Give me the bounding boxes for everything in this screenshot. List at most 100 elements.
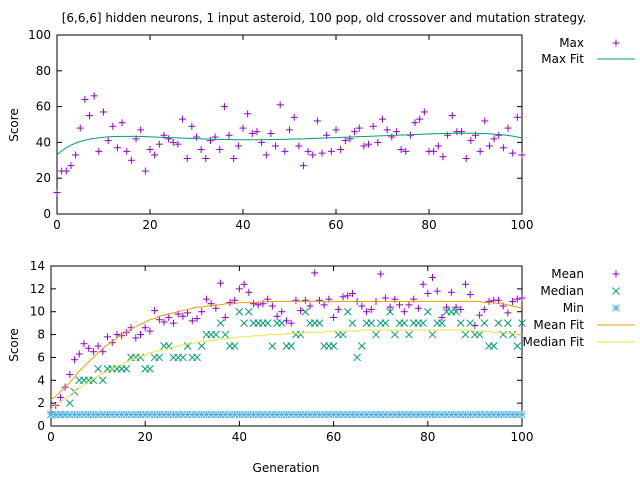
data-point [179, 353, 187, 362]
data-point [400, 308, 408, 316]
data-point [81, 95, 89, 103]
data-point [193, 353, 201, 362]
data-point [263, 319, 272, 327]
data-point [392, 128, 400, 136]
data-point [165, 313, 173, 321]
data-point [461, 280, 469, 288]
top-series [53, 92, 526, 197]
x-tick-label: 0 [53, 218, 61, 232]
data-point [164, 342, 173, 350]
data-point [295, 142, 303, 150]
y-tick-label: 2 [37, 396, 45, 410]
fit-line [50, 300, 523, 401]
data-point [230, 342, 239, 350]
data-point [75, 350, 83, 358]
data-point [367, 319, 376, 327]
data-point [466, 291, 474, 299]
data-point [299, 162, 307, 170]
data-point [343, 307, 352, 316]
data-point [504, 309, 512, 317]
data-point [447, 288, 455, 296]
data-point [179, 312, 187, 320]
data-point [94, 365, 102, 373]
data-point [235, 307, 244, 316]
data-point [461, 330, 470, 339]
data-point [99, 348, 107, 356]
data-point [405, 330, 413, 339]
data-point [123, 147, 131, 155]
y-tick-label: 60 [36, 100, 51, 114]
data-point [458, 128, 466, 136]
data-point [494, 319, 503, 327]
data-point [202, 295, 210, 303]
data-point [95, 147, 103, 155]
data-point [286, 126, 293, 134]
data-point [109, 122, 117, 130]
data-point [428, 330, 437, 339]
data-point [513, 342, 522, 350]
data-point [155, 140, 163, 148]
data-point [216, 319, 225, 327]
legend-label: Median [540, 284, 584, 298]
data-point [405, 301, 413, 309]
data-point [433, 287, 441, 295]
top-plot: 0 20 40 60 80 100 0 20 40 60 80 100 Score Max Max Fi… [7, 28, 635, 232]
data-point [287, 342, 296, 350]
bottom-axes: 0 20 40 60 80 100 0 2 4 6 8 10 12 14 [30, 259, 534, 444]
data-point [66, 371, 74, 379]
data-point [193, 315, 201, 323]
data-point [226, 299, 234, 307]
data-point [183, 155, 191, 163]
data-point [513, 295, 521, 303]
x-tick-label: 20 [142, 218, 157, 232]
data-point [518, 294, 526, 302]
data-point [98, 376, 107, 385]
data-point [248, 129, 256, 137]
data-point [480, 305, 488, 313]
data-point [301, 296, 309, 304]
data-point [332, 126, 340, 134]
y-tick-label: 4 [37, 373, 45, 387]
data-point [211, 330, 220, 339]
data-point [438, 319, 446, 327]
y-tick-label: 20 [36, 171, 51, 185]
chart-title: [6,6,6] hidden neurons, 1 input asteroid… [62, 11, 587, 25]
data-point [452, 307, 460, 316]
data-point [365, 140, 373, 148]
data-point [411, 119, 419, 127]
data-point [346, 135, 354, 143]
data-point [221, 313, 229, 321]
x-tick-label: 20 [138, 430, 153, 444]
data-point [240, 280, 248, 288]
data-point [518, 410, 526, 419]
data-point [268, 302, 276, 310]
data-point [355, 124, 363, 132]
data-point [414, 304, 422, 312]
data-point [301, 307, 310, 316]
data-point [104, 333, 112, 341]
data-point [155, 316, 163, 324]
data-point [80, 340, 88, 348]
y-tick-label: 80 [36, 64, 51, 78]
bottom-plot: 0 20 40 60 80 100 0 2 4 6 8 10 12 14 Score Generation… [7, 259, 635, 475]
data-point [367, 305, 375, 313]
data-point [104, 137, 112, 145]
data-point [508, 330, 517, 339]
data-point [315, 319, 324, 327]
data-point [221, 330, 230, 339]
data-point [76, 124, 84, 132]
y-tick-label: 100 [28, 28, 51, 42]
data-point [165, 135, 173, 143]
data-point [475, 330, 484, 339]
bottom-legend: Mean Median Min Mean Fit Median Fit [522, 267, 635, 349]
data-point [122, 365, 131, 373]
data-point [416, 115, 424, 123]
data-point [235, 285, 243, 293]
data-point [381, 319, 390, 327]
data-point [318, 149, 326, 157]
data-point [358, 342, 366, 350]
data-point [388, 133, 396, 141]
data-point [151, 307, 159, 315]
data-point [146, 365, 154, 373]
data-point [369, 122, 377, 130]
